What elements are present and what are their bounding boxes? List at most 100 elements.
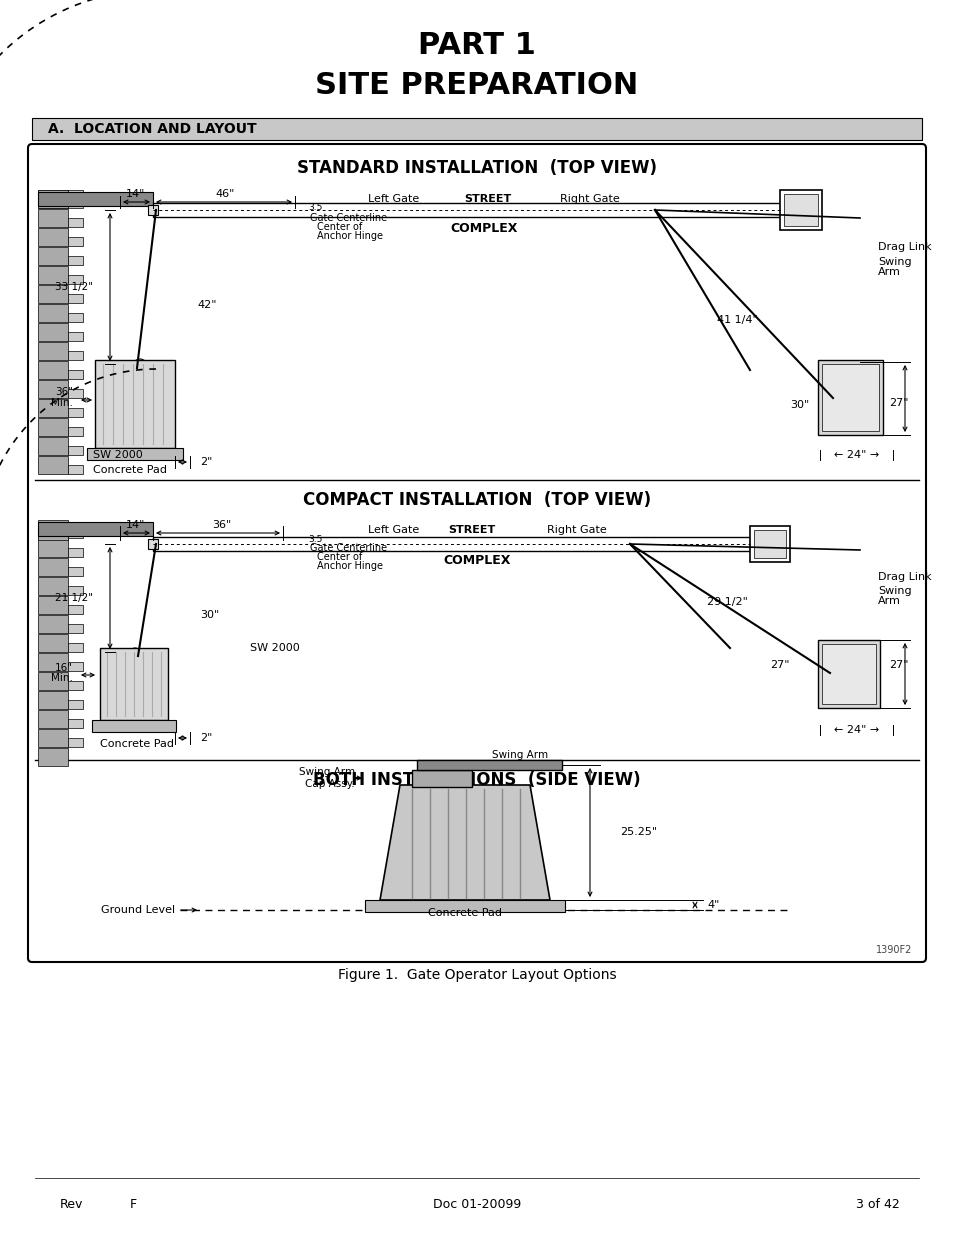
Bar [68, 529, 83, 538]
Bar [749, 526, 789, 562]
Bar [38, 417, 68, 436]
Circle shape [151, 205, 161, 215]
Bar [68, 370, 83, 379]
Bar [38, 692, 68, 709]
Bar [68, 312, 83, 322]
Text: 3 of 42: 3 of 42 [856, 1198, 899, 1212]
Text: Arm: Arm [877, 267, 900, 277]
Text: Right Gate: Right Gate [559, 194, 619, 204]
Bar [95, 359, 174, 448]
Text: Swing: Swing [877, 257, 911, 267]
Bar [38, 653, 68, 671]
Circle shape [624, 538, 635, 550]
Text: 27": 27" [888, 398, 908, 408]
Text: Right Gate: Right Gate [546, 525, 606, 535]
Bar [91, 720, 175, 732]
Bar [38, 380, 68, 398]
Bar [38, 672, 68, 690]
Text: Concrete Pad: Concrete Pad [92, 466, 167, 475]
Text: Swing: Swing [877, 585, 911, 597]
Bar [68, 256, 83, 266]
Circle shape [132, 651, 143, 661]
Text: Left Gate: Left Gate [368, 194, 418, 204]
Text: Center of: Center of [316, 222, 362, 232]
Text: A.  LOCATION AND LAYOUT: A. LOCATION AND LAYOUT [48, 122, 256, 136]
Bar [365, 900, 564, 911]
Text: Gate Centerline: Gate Centerline [310, 212, 387, 224]
Text: Doc 01-20099: Doc 01-20099 [433, 1198, 520, 1212]
Circle shape [530, 897, 539, 906]
Text: COMPLEX: COMPLEX [450, 221, 517, 235]
Bar [38, 456, 68, 474]
Bar [38, 748, 68, 766]
Bar [68, 680, 83, 690]
Text: Anchor Hinge: Anchor Hinge [316, 561, 382, 571]
Text: STREET: STREET [464, 194, 511, 204]
Text: 21 1/2": 21 1/2" [55, 593, 92, 603]
Text: ← 24" →: ← 24" → [834, 450, 879, 459]
Text: Rev: Rev [60, 1198, 83, 1212]
Text: Min.: Min. [51, 398, 73, 408]
Bar [38, 558, 68, 576]
Bar [68, 624, 83, 634]
Text: 3.5: 3.5 [308, 535, 322, 543]
Text: 41 1/4": 41 1/4" [716, 315, 757, 325]
Bar [817, 640, 879, 708]
Bar [68, 585, 83, 595]
Bar [68, 446, 83, 454]
Text: 27": 27" [888, 659, 908, 671]
Bar [38, 522, 68, 540]
Bar [68, 662, 83, 671]
Text: 1390F2: 1390F2 [875, 945, 911, 955]
Text: SITE PREPARATION: SITE PREPARATION [315, 70, 638, 100]
Bar [38, 266, 68, 284]
Text: 27": 27" [769, 659, 789, 671]
Bar [38, 710, 68, 727]
Bar [68, 605, 83, 614]
Text: 14": 14" [126, 189, 146, 199]
Bar [38, 324, 68, 341]
Bar [68, 466, 83, 474]
Bar [68, 567, 83, 576]
Circle shape [826, 362, 838, 374]
Bar [32, 119, 921, 140]
Text: 46": 46" [215, 189, 234, 199]
Bar [38, 285, 68, 303]
Bar [68, 275, 83, 284]
Bar [38, 520, 68, 538]
Bar [68, 294, 83, 303]
Bar [38, 190, 68, 207]
Text: 36": 36" [213, 520, 232, 530]
Bar [68, 408, 83, 417]
Text: Gate Centerline: Gate Centerline [310, 543, 387, 553]
Text: Min.: Min. [51, 673, 73, 683]
Bar [68, 700, 83, 709]
Text: SW 2000: SW 2000 [92, 450, 143, 459]
Text: Ground Level: Ground Level [101, 905, 174, 915]
Text: 29 1/2": 29 1/2" [706, 597, 746, 606]
Bar [68, 427, 83, 436]
Bar [38, 437, 68, 454]
Text: SW 2000: SW 2000 [250, 643, 299, 653]
Text: ← 24" →: ← 24" → [834, 725, 879, 735]
Bar [68, 719, 83, 727]
Bar [68, 199, 83, 207]
Text: COMPLEX: COMPLEX [442, 553, 510, 567]
Text: 2": 2" [200, 734, 213, 743]
Bar [38, 538, 68, 557]
Bar [148, 538, 158, 550]
Bar [87, 448, 183, 459]
Text: F: F [130, 1198, 137, 1212]
Text: 25.25": 25.25" [619, 827, 657, 837]
Text: 3.5: 3.5 [308, 204, 322, 212]
Bar [753, 530, 785, 558]
Text: Arm: Arm [877, 597, 900, 606]
Circle shape [649, 205, 659, 215]
Bar [68, 237, 83, 246]
Text: 2": 2" [200, 457, 213, 467]
Text: COMPACT INSTALLATION  (TOP VIEW): COMPACT INSTALLATION (TOP VIEW) [303, 492, 650, 509]
Circle shape [132, 363, 142, 373]
Text: 42": 42" [197, 300, 216, 310]
Text: Concrete Pad: Concrete Pad [100, 739, 173, 748]
Bar [68, 739, 83, 747]
